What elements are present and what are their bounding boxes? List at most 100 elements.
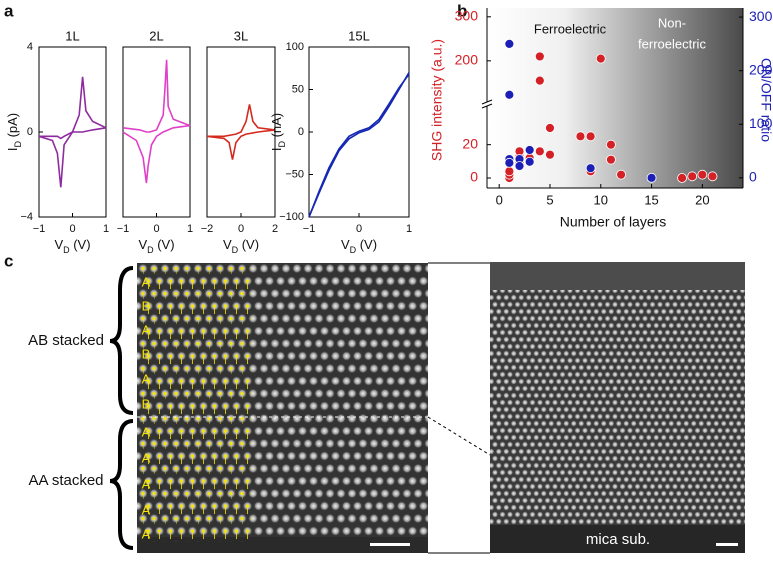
data-point bbox=[524, 156, 535, 167]
data-point bbox=[545, 149, 555, 160]
data-point bbox=[514, 161, 525, 171]
subplot-title: 1L bbox=[65, 28, 79, 43]
x-tick-label: 1 bbox=[406, 223, 412, 235]
x-tick-label: 0 bbox=[238, 223, 244, 235]
y-tick-label: 0 bbox=[27, 126, 33, 138]
label-part: (V) bbox=[238, 237, 259, 252]
x-tick-label: 15 bbox=[644, 192, 658, 207]
y-axis-label: ID (nA) bbox=[269, 113, 287, 151]
aa-label: AA stacked bbox=[28, 472, 103, 489]
x-axis-label: VD (V) bbox=[54, 237, 90, 255]
label-part: V bbox=[341, 237, 350, 252]
y2-tick-label: 0 bbox=[749, 169, 757, 185]
subplot-title: 3L bbox=[234, 28, 248, 43]
x-axis-label: Number of layers bbox=[560, 214, 667, 230]
data-point bbox=[606, 139, 616, 150]
stacking-letter: A bbox=[142, 371, 151, 386]
x-tick-label: −1 bbox=[117, 223, 130, 235]
axis-break bbox=[481, 99, 493, 109]
stacking-letter: B bbox=[142, 346, 151, 361]
ab-label: AB stacked bbox=[28, 332, 104, 349]
y-tick-label: 4 bbox=[27, 41, 33, 53]
substrate-label: mica sub. bbox=[586, 531, 650, 548]
curve bbox=[38, 127, 107, 188]
data-point bbox=[504, 89, 515, 100]
data-point bbox=[585, 163, 596, 174]
stacking-letter: A bbox=[142, 424, 151, 439]
panel-label: c bbox=[4, 251, 13, 270]
x-tick-label: −1 bbox=[33, 223, 46, 235]
y2-tick-label: 200 bbox=[749, 61, 773, 77]
data-point bbox=[616, 169, 626, 180]
connector bbox=[427, 416, 491, 456]
label-part: (V) bbox=[70, 237, 91, 252]
data-point bbox=[687, 171, 698, 182]
curve bbox=[308, 72, 410, 218]
stacking-letter: A bbox=[142, 274, 151, 289]
x-tick-label: 1 bbox=[187, 223, 193, 235]
panel-label: b bbox=[457, 1, 467, 20]
y2-tick-label: 100 bbox=[749, 115, 773, 131]
data-point bbox=[707, 171, 718, 182]
axes-frame bbox=[122, 46, 191, 218]
label-part: (nA) bbox=[269, 113, 284, 141]
curve bbox=[122, 124, 191, 184]
y-tick-label: 300 bbox=[455, 8, 479, 24]
annotation: ferroelectric bbox=[638, 36, 706, 51]
subplot-title: 15L bbox=[348, 28, 370, 43]
data-point bbox=[677, 173, 687, 183]
data-point bbox=[534, 51, 545, 62]
y-tick-label: 20 bbox=[462, 135, 478, 151]
stacking-letter: A bbox=[142, 476, 151, 491]
x-axis-label: VD (V) bbox=[138, 237, 174, 255]
stacking-letter: A bbox=[142, 322, 151, 337]
scale-bar bbox=[370, 543, 410, 546]
subplot-title: 2L bbox=[149, 28, 163, 43]
label-part: I bbox=[269, 148, 284, 152]
label-part: D bbox=[147, 245, 154, 255]
data-point bbox=[545, 123, 555, 133]
data-point bbox=[524, 145, 535, 155]
substrate-band bbox=[490, 525, 745, 553]
y-tick-label: −4 bbox=[20, 211, 33, 223]
y-tick-label: 100 bbox=[286, 41, 304, 53]
curve bbox=[308, 73, 410, 218]
x-tick-label: 0 bbox=[356, 223, 362, 235]
data-point bbox=[606, 154, 616, 165]
curve bbox=[207, 104, 276, 138]
x-tick-label: 1 bbox=[103, 223, 109, 235]
image-top bbox=[490, 262, 745, 290]
brace bbox=[109, 266, 134, 415]
data-point bbox=[575, 131, 586, 142]
curve bbox=[122, 59, 191, 133]
curve bbox=[206, 129, 276, 160]
data-point bbox=[595, 53, 606, 64]
label-part: D bbox=[232, 245, 239, 255]
y-tick-label: 0 bbox=[298, 126, 304, 138]
x-tick-label: 5 bbox=[546, 192, 553, 207]
label-part: V bbox=[54, 237, 63, 252]
stem-image-right bbox=[490, 262, 745, 553]
stacking-letter: A bbox=[142, 526, 151, 541]
data-point bbox=[504, 157, 515, 168]
y-axis-label: SHG intensity (a.u.) bbox=[429, 39, 445, 161]
stacking-letter: A bbox=[142, 450, 151, 465]
x-tick-label: 0 bbox=[153, 223, 159, 235]
stacking-letter: B bbox=[142, 298, 151, 313]
annotation: Non- bbox=[658, 15, 686, 30]
y2-tick-label: 300 bbox=[749, 8, 773, 24]
annotation: Ferroelectric bbox=[534, 21, 607, 36]
x-tick-label: −2 bbox=[201, 223, 214, 235]
label-part: D bbox=[277, 141, 287, 148]
x-tick-label: 20 bbox=[695, 192, 709, 207]
x-axis-label: VD (V) bbox=[341, 237, 377, 255]
label-part: D bbox=[13, 141, 23, 148]
y-tick-label: −50 bbox=[285, 168, 304, 180]
label-part: V bbox=[138, 237, 147, 252]
atom-overlay bbox=[140, 266, 252, 542]
x-axis-label: VD (V) bbox=[223, 237, 259, 255]
x-tick-label: 10 bbox=[594, 192, 608, 207]
